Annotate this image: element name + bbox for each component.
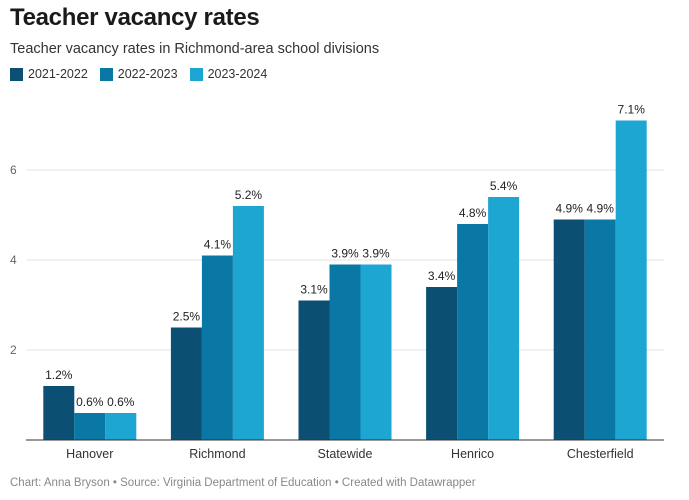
x-tick-label: Statewide [318,447,373,461]
x-tick-label: Chesterfield [567,447,634,461]
bar [201,255,233,440]
legend-item-2023-2024: 2023-2024 [189,67,268,81]
legend: 2021-2022 2022-2023 2023-2024 [10,67,267,81]
legend-label: 2023-2024 [207,67,268,81]
x-tick-label: Richmond [189,447,245,461]
bar [584,219,616,440]
bar [360,264,392,440]
bar [43,386,75,440]
data-label: 4.9% [556,202,584,216]
legend-swatch [99,67,113,81]
y-tick-label: 2 [10,343,17,357]
bar [329,264,361,440]
bar [105,413,137,440]
data-label: 4.8% [459,206,487,220]
bar [74,413,106,440]
data-label: 1.2% [45,368,73,382]
x-tick-label: Henrico [451,447,494,461]
bar [457,224,489,440]
bar [615,120,647,440]
data-label: 5.4% [490,179,518,193]
data-label: 3.1% [300,283,328,297]
bar [170,327,202,440]
bar [553,219,585,440]
data-label: 7.1% [618,103,646,117]
chart-title: Teacher vacancy rates [10,4,260,31]
data-label: 0.6% [107,395,135,409]
bar [488,197,520,440]
data-label: 2.5% [173,310,201,324]
chart-subtitle: Teacher vacancy rates in Richmond-area s… [10,41,380,57]
data-label: 3.9% [331,247,359,261]
data-label: 5.2% [235,188,263,202]
data-label: 4.9% [587,202,615,216]
legend-label: 2021-2022 [28,67,88,81]
legend-item-2021-2022: 2021-2022 [10,67,88,81]
data-label: 0.6% [76,395,104,409]
bar [298,300,330,440]
bar [426,287,458,440]
legend-swatch [189,67,203,81]
footer-credit: Chart: Anna Bryson • Source: Virginia De… [10,477,476,489]
y-tick-label: 6 [10,163,17,177]
data-label: 4.1% [204,238,232,252]
legend-item-2022-2023: 2022-2023 [99,67,178,81]
data-label: 3.9% [362,247,390,261]
legend-swatch [10,67,23,81]
x-tick-label: Hanover [66,447,113,461]
bar [232,206,264,440]
y-tick-label: 4 [10,253,17,267]
data-label: 3.4% [428,269,456,283]
legend-label: 2022-2023 [117,67,178,81]
